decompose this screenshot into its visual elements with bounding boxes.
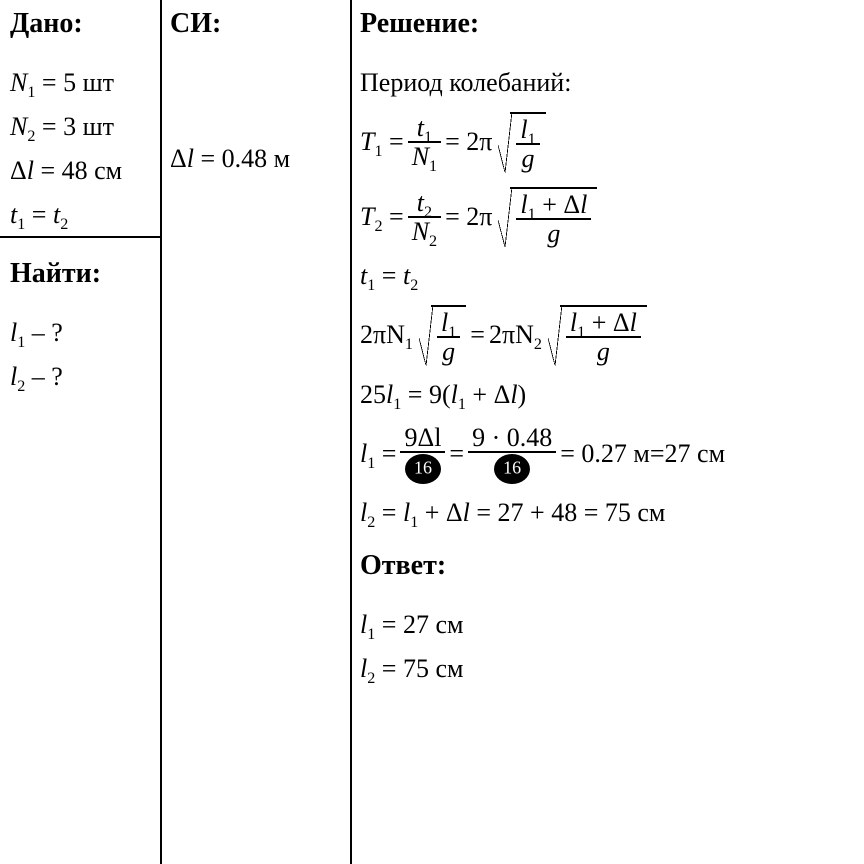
frac-9dl-16-a: 9Δl 16 [400, 424, 445, 484]
sqrt-l1-g: l1 g [510, 112, 545, 173]
given-dl: Δl = 48 см [10, 156, 170, 186]
header-find: Найти: [10, 258, 170, 290]
answer-l1: l1 = 27 см [360, 610, 864, 640]
header-given: Дано: [10, 8, 170, 40]
find-l2: l2 – ? [10, 362, 170, 392]
given-t1t2: t1 = t2 [10, 200, 170, 230]
column-si: СИ: Δl = 0.48 м [160, 0, 370, 196]
column-solution: Решение: Период колебаний: T1 = t1 N1 = … [350, 0, 864, 706]
sqrt-l1dl-g: l1 + Δl g [510, 187, 597, 248]
given-n1: N1 = 5 шт [10, 68, 170, 98]
physics-problem-page: Дано: N1 = 5 шт N2 = 3 шт Δl = 48 см t1 … [0, 0, 864, 864]
header-answer: Ответ: [360, 550, 864, 582]
eq-T2: T2 = t2 N2 = 2π l1 + Δl g [360, 187, 864, 248]
eq-l2: l2 = l1 + Δl = 27 + 48 = 75 см [360, 498, 864, 528]
answer-l2: l2 = 75 см [360, 654, 864, 684]
period-label: Период колебаний: [360, 68, 864, 98]
frac-t2-N2: t2 N2 [408, 189, 441, 246]
header-si: СИ: [170, 8, 360, 40]
header-solution: Решение: [360, 8, 864, 40]
eq-t1t2: t1 = t2 [360, 261, 864, 291]
frac-t1-N1: t1 N1 [408, 114, 441, 171]
eq-big: 2πN1 l1 g = 2πN2 l1 + Δl g [360, 305, 864, 366]
scribble-icon: 16 [405, 454, 441, 484]
find-l1: l1 – ? [10, 318, 170, 348]
si-dl: Δl = 0.48 м [170, 144, 360, 174]
column-given: Дано: N1 = 5 шт N2 = 3 шт Δl = 48 см t1 … [0, 0, 180, 414]
frac-9x048-16: 9 · 0.48 16 [468, 424, 556, 484]
given-n2: N2 = 3 шт [10, 112, 170, 142]
scribble-icon: 16 [494, 454, 530, 484]
eq-l1: l1 = 9Δl 16 = 9 · 0.48 16 = 0.27 м=27 см [360, 424, 864, 484]
eq-simplify: 25l1 = 9(l1 + Δl) [360, 380, 864, 410]
eq-T1: T1 = t1 N1 = 2π l1 g [360, 112, 864, 173]
